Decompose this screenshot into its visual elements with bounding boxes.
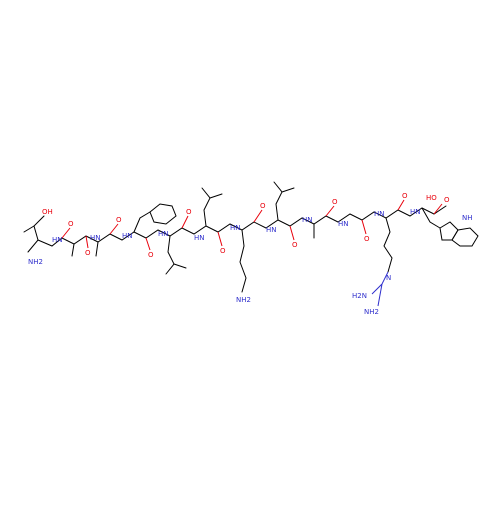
leu3-branch [281, 187, 295, 193]
label-hn-ala2: HN [90, 234, 101, 242]
label-nh-indole: NH [462, 214, 473, 222]
arg-sidechain [383, 217, 393, 273]
side-chains [23, 181, 479, 293]
guanidine-h2n-bond [371, 283, 383, 295]
leu2-sidechain [201, 187, 211, 227]
ala1-methyl [71, 243, 75, 257]
leu2-carbonyl [217, 231, 223, 247]
lys-sidechain [239, 229, 247, 293]
leu1-sidechain [165, 235, 175, 275]
label-hn-lys: HN [230, 224, 241, 232]
phe-sidechain [133, 211, 151, 233]
label-hn-leu1: HN [158, 230, 169, 238]
label-o-ala2: O [116, 216, 122, 224]
label-o-leu3: O [292, 241, 298, 249]
label-o-arg: O [402, 192, 408, 200]
leu1-branch [173, 263, 187, 269]
label-o-gly: O [364, 235, 370, 243]
gly-carbonyl [361, 219, 367, 235]
carbonyl-bonds [61, 199, 443, 251]
label-o-lys: O [260, 202, 266, 210]
label-hn-arg: HN [374, 210, 385, 218]
ala3-carbonyl [325, 205, 335, 217]
leu3-sidechain [273, 181, 283, 221]
label-o-thr: O [68, 220, 74, 228]
trp-pyrrole-ring [439, 221, 459, 241]
guanidine-nh2-bond [377, 283, 383, 307]
thr-carbonyl [61, 227, 71, 239]
leu3-carbonyl [289, 225, 295, 241]
label-o-phe: O [148, 251, 154, 259]
label-o-ala3: O [332, 198, 338, 206]
thr-methyl [23, 225, 35, 233]
label-ho-acid: HO [426, 194, 437, 202]
atom-labels: OH NH2 O HN O HN O HN O HN O HN O HN O N… [28, 192, 473, 316]
label-hn-gly: HN [338, 220, 349, 228]
label-oh: OH [42, 208, 53, 216]
label-o-acid: O [444, 196, 450, 204]
label-o-leu1: O [186, 208, 192, 216]
label-o-ala1: O [85, 249, 91, 257]
acid-carbonyl [433, 203, 443, 215]
ala1-carbonyl [85, 235, 89, 249]
ala2-methyl [95, 241, 99, 257]
label-hn-ala3: HN [302, 216, 313, 224]
ala2-carbonyl [109, 223, 119, 235]
leu1-carbonyl [181, 215, 189, 229]
arg-carbonyl [397, 199, 405, 211]
label-nh2-lys: NH2 [236, 296, 251, 304]
label-hn-leu3: HN [266, 226, 277, 234]
lys-carbonyl [253, 209, 263, 223]
phe-carbonyl [145, 237, 151, 251]
leu2-branch [209, 193, 223, 199]
phe-ring [149, 203, 177, 225]
label-nh2-thr: NH2 [28, 258, 43, 266]
label-hn-ala1: HN [52, 236, 63, 244]
label-nh2-guanidine: NH2 [364, 308, 379, 316]
main-chain [27, 205, 447, 253]
label-hn-phe: HN [122, 232, 133, 240]
label-hn-leu2: HN [194, 234, 205, 242]
label-n-guanidine: N [386, 274, 391, 282]
thr-sidechain [33, 215, 45, 241]
trp-benzene-ring [451, 227, 479, 247]
backbone-bonds [27, 205, 447, 253]
guanidine-bonds [371, 271, 389, 307]
label-o-leu2: O [220, 247, 226, 255]
label-h2n-guanidine: H2N [352, 292, 367, 300]
trp-sidechain [421, 207, 441, 229]
guanidine-n-bond [381, 271, 389, 285]
label-hn-trp: HN [410, 208, 421, 216]
